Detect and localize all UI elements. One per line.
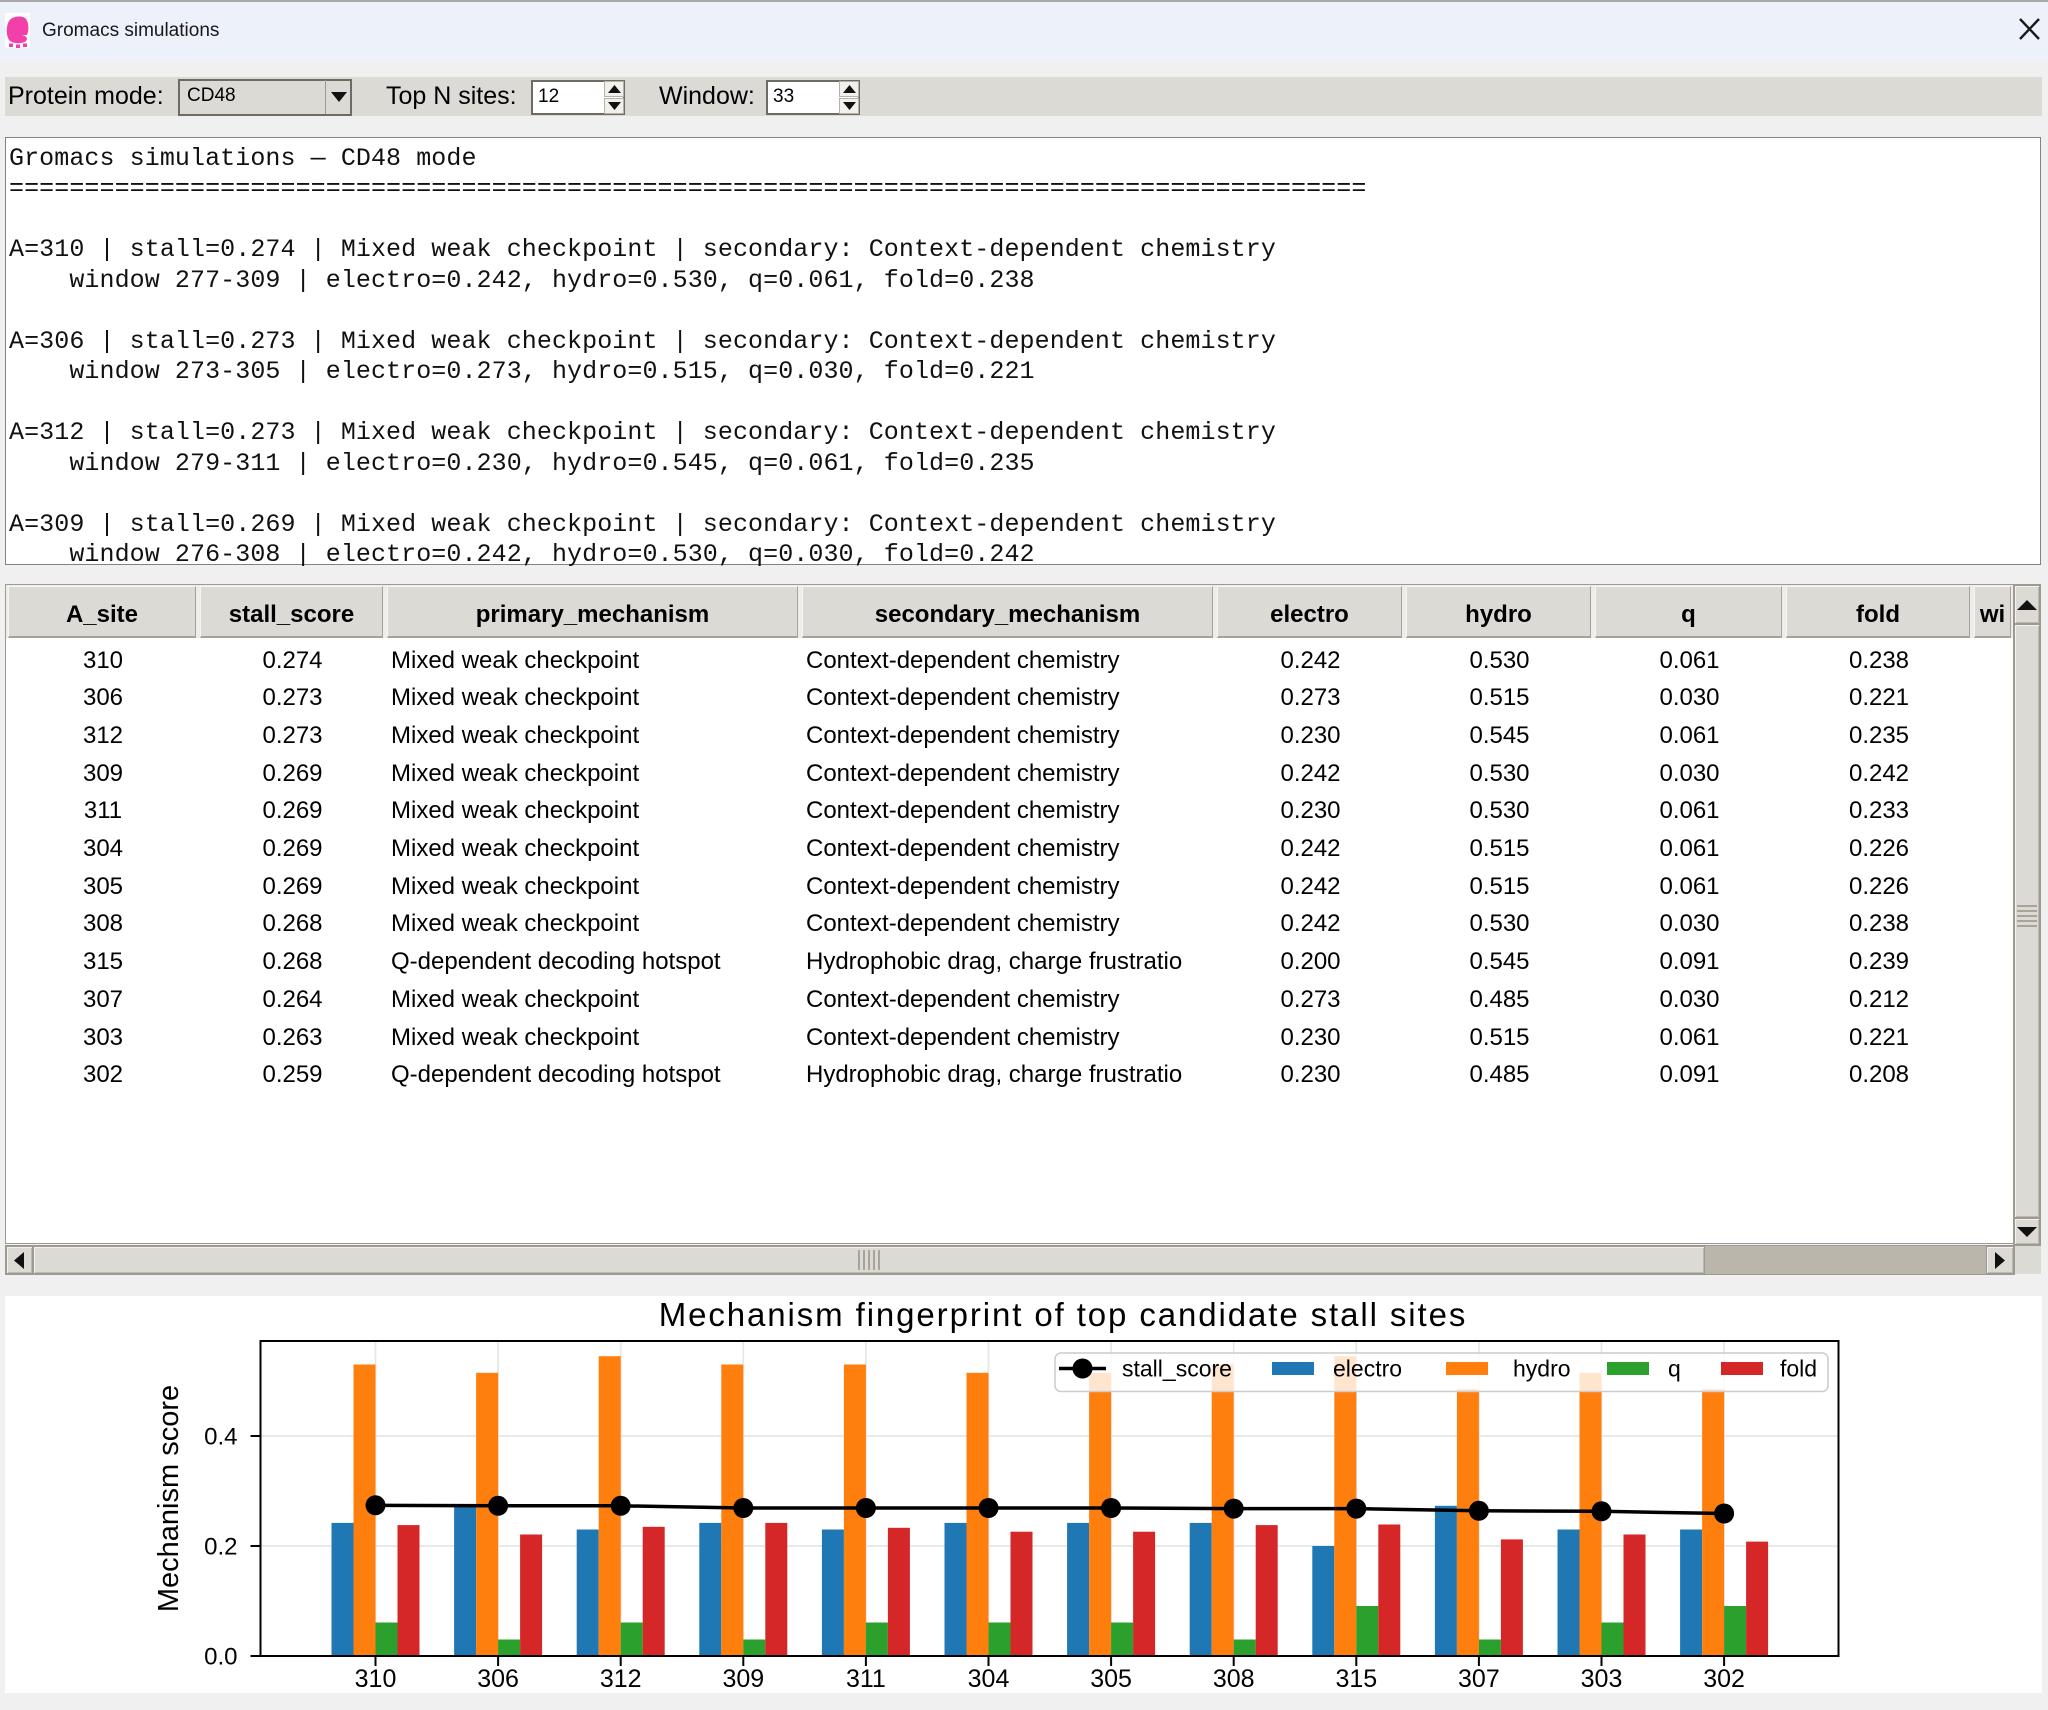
svg-text:Mechanism fingerprint of top c: Mechanism fingerprint of top candidate s…: [659, 1296, 1468, 1333]
svg-text:315: 315: [1335, 1665, 1377, 1693]
svg-text:306: 306: [477, 1665, 519, 1693]
svg-text:302: 302: [1703, 1665, 1745, 1693]
svg-text:303: 303: [1581, 1665, 1623, 1693]
svg-text:electro: electro: [1333, 1356, 1402, 1382]
svg-text:310: 310: [355, 1665, 397, 1693]
svg-text:307: 307: [1458, 1665, 1500, 1693]
svg-text:hydro: hydro: [1513, 1356, 1571, 1382]
svg-text:stall_score: stall_score: [1122, 1356, 1232, 1382]
svg-text:0.2: 0.2: [204, 1534, 237, 1561]
svg-text:309: 309: [722, 1665, 764, 1693]
svg-text:305: 305: [1090, 1665, 1132, 1693]
svg-text:304: 304: [968, 1665, 1010, 1693]
svg-text:fold: fold: [1780, 1356, 1817, 1382]
svg-text:0.0: 0.0: [204, 1644, 237, 1671]
svg-text:q: q: [1668, 1356, 1681, 1382]
svg-text:308: 308: [1213, 1665, 1255, 1693]
svg-text:0.4: 0.4: [204, 1424, 237, 1451]
svg-text:312: 312: [600, 1665, 642, 1693]
svg-text:311: 311: [846, 1665, 886, 1693]
svg-text:Mechanism score: Mechanism score: [153, 1385, 185, 1612]
